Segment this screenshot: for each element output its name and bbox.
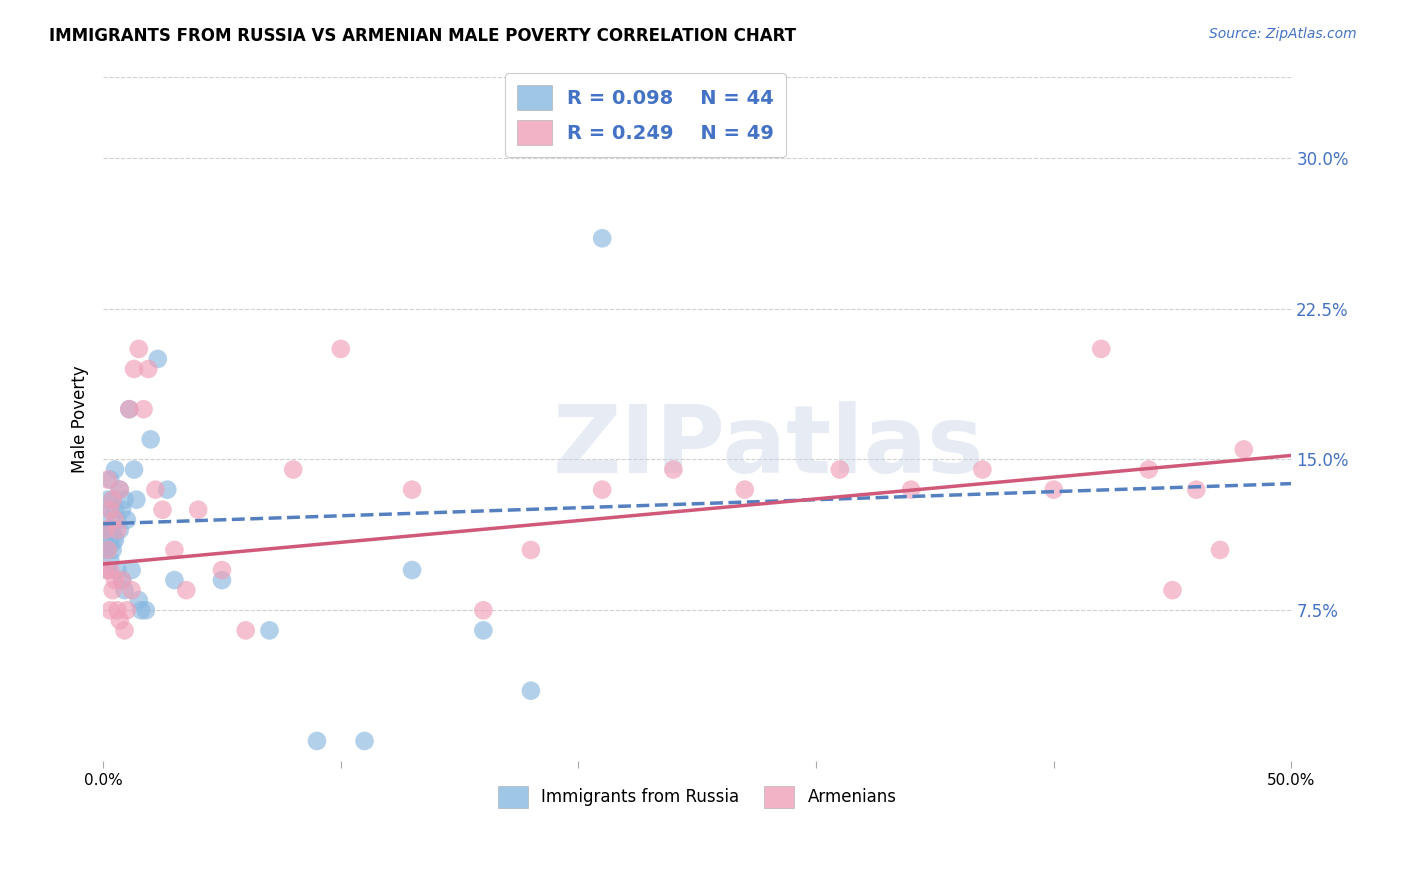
Text: Source: ZipAtlas.com: Source: ZipAtlas.com — [1209, 27, 1357, 41]
Point — [145, 483, 167, 497]
Point — [108, 523, 131, 537]
Point — [156, 483, 179, 497]
Point — [828, 462, 851, 476]
Point — [94, 563, 117, 577]
Point — [163, 573, 186, 587]
Point — [472, 624, 495, 638]
Point — [97, 523, 120, 537]
Point — [98, 533, 121, 547]
Point — [129, 603, 152, 617]
Point — [111, 502, 134, 516]
Point — [259, 624, 281, 638]
Point — [1042, 483, 1064, 497]
Point — [176, 583, 198, 598]
Point — [98, 502, 121, 516]
Point — [98, 473, 121, 487]
Point — [108, 483, 131, 497]
Point — [1137, 462, 1160, 476]
Point — [104, 533, 127, 547]
Point — [1161, 583, 1184, 598]
Point — [305, 734, 328, 748]
Point — [105, 523, 128, 537]
Point — [121, 563, 143, 577]
Point — [98, 553, 121, 567]
Point — [139, 433, 162, 447]
Point — [136, 362, 159, 376]
Point — [94, 543, 117, 558]
Point — [122, 362, 145, 376]
Point — [104, 573, 127, 587]
Point — [97, 543, 120, 558]
Point — [97, 563, 120, 577]
Point — [98, 603, 121, 617]
Y-axis label: Male Poverty: Male Poverty — [72, 366, 89, 473]
Point — [401, 563, 423, 577]
Point — [401, 483, 423, 497]
Point — [105, 603, 128, 617]
Point — [101, 492, 124, 507]
Point — [101, 523, 124, 537]
Point — [235, 624, 257, 638]
Point — [104, 513, 127, 527]
Point — [520, 543, 543, 558]
Point — [115, 513, 138, 527]
Point — [1209, 543, 1232, 558]
Point — [98, 502, 121, 516]
Point — [353, 734, 375, 748]
Legend: Immigrants from Russia, Armenians: Immigrants from Russia, Armenians — [491, 780, 903, 814]
Point — [101, 583, 124, 598]
Point — [329, 342, 352, 356]
Point — [98, 563, 121, 577]
Point — [121, 583, 143, 598]
Point — [135, 603, 157, 617]
Point — [111, 573, 134, 587]
Text: ZIPatlas: ZIPatlas — [553, 401, 984, 492]
Point — [97, 473, 120, 487]
Point — [104, 502, 127, 516]
Point — [94, 523, 117, 537]
Point — [283, 462, 305, 476]
Point — [118, 402, 141, 417]
Point — [146, 351, 169, 366]
Point — [115, 603, 138, 617]
Point — [591, 231, 613, 245]
Point — [111, 573, 134, 587]
Point — [211, 563, 233, 577]
Point — [104, 462, 127, 476]
Point — [972, 462, 994, 476]
Point — [125, 492, 148, 507]
Point — [662, 462, 685, 476]
Point — [97, 492, 120, 507]
Point — [118, 402, 141, 417]
Point — [101, 492, 124, 507]
Point — [94, 513, 117, 527]
Point — [128, 593, 150, 607]
Point — [108, 483, 131, 497]
Point — [1185, 483, 1208, 497]
Point — [114, 624, 136, 638]
Text: IMMIGRANTS FROM RUSSIA VS ARMENIAN MALE POVERTY CORRELATION CHART: IMMIGRANTS FROM RUSSIA VS ARMENIAN MALE … — [49, 27, 796, 45]
Point — [662, 111, 685, 125]
Point — [520, 683, 543, 698]
Point — [163, 543, 186, 558]
Point — [101, 543, 124, 558]
Point — [734, 483, 756, 497]
Point — [132, 402, 155, 417]
Point — [105, 513, 128, 527]
Point — [591, 483, 613, 497]
Point — [1233, 442, 1256, 457]
Point — [122, 462, 145, 476]
Point — [152, 502, 174, 516]
Point — [94, 533, 117, 547]
Point — [108, 613, 131, 627]
Point — [211, 573, 233, 587]
Point — [114, 492, 136, 507]
Point — [1090, 342, 1112, 356]
Point — [900, 483, 922, 497]
Point — [114, 583, 136, 598]
Point — [105, 563, 128, 577]
Point — [472, 603, 495, 617]
Point — [128, 342, 150, 356]
Point — [187, 502, 209, 516]
